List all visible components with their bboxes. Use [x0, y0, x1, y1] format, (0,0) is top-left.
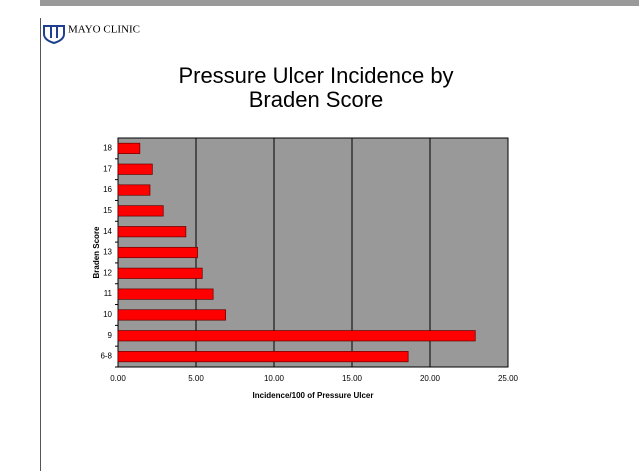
y-tick-label: 12 [103, 268, 112, 277]
bar [117, 184, 151, 196]
y-tick-label: 15 [103, 206, 112, 215]
y-tick-label: 14 [103, 227, 112, 236]
bar [117, 351, 409, 363]
x-tick-label: 5.00 [188, 374, 204, 383]
bar [117, 246, 198, 259]
y-tick-label: 18 [103, 144, 112, 153]
x-tick-label: 10.00 [264, 374, 285, 383]
bar [117, 309, 226, 321]
y-tick-label: 6-8 [100, 352, 112, 361]
bar [117, 142, 141, 154]
logo-shield [43, 25, 65, 45]
y-tick-label: 16 [103, 185, 112, 194]
bar [117, 267, 203, 279]
x-tick-label: 15.00 [342, 374, 363, 383]
bar [117, 163, 153, 175]
y-tick-label: 13 [103, 248, 112, 257]
bar [117, 288, 214, 300]
bar [117, 205, 164, 217]
logo-text: MAYO CLINIC [68, 24, 140, 36]
y-tick-label: 9 [108, 331, 113, 340]
y-tick-label: 10 [103, 310, 112, 319]
x-tick-label: 25.00 [498, 374, 519, 383]
y-axis-label: Braden Score [92, 226, 101, 279]
bar [117, 226, 187, 238]
chart-title: Pressure Ulcer Incidence by Braden Score [178, 63, 454, 112]
x-axis-label: Incidence/100 of Pressure Ulcer [253, 391, 374, 400]
x-tick-label: 0.00 [110, 374, 126, 383]
bar [117, 330, 476, 342]
y-tick-label: 11 [104, 289, 113, 298]
y-tick-label: 17 [103, 164, 112, 173]
top-band [40, 0, 639, 6]
x-tick-label: 20.00 [420, 374, 441, 383]
